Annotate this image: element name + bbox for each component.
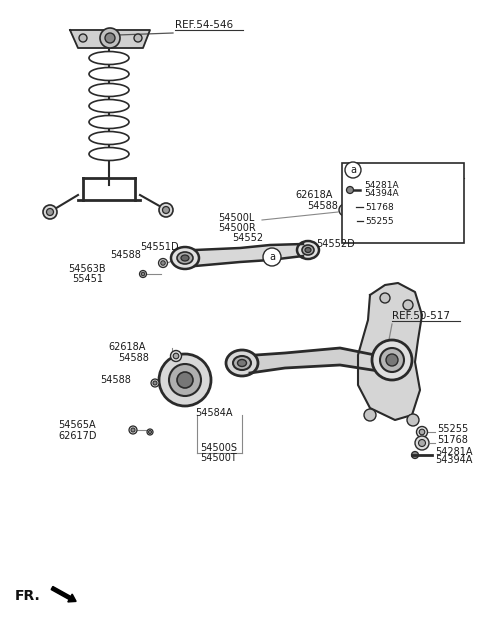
Circle shape xyxy=(347,204,353,210)
Circle shape xyxy=(161,261,165,265)
Text: REF.50-517: REF.50-517 xyxy=(392,311,450,321)
Circle shape xyxy=(364,409,376,421)
Text: 54551D: 54551D xyxy=(140,242,179,252)
Text: 54588: 54588 xyxy=(118,353,149,363)
Text: 54281A: 54281A xyxy=(364,181,398,191)
Circle shape xyxy=(129,426,137,434)
Circle shape xyxy=(263,248,281,266)
Circle shape xyxy=(79,34,87,42)
Ellipse shape xyxy=(89,68,129,80)
Text: 54281A: 54281A xyxy=(435,447,472,457)
Circle shape xyxy=(384,359,400,375)
Ellipse shape xyxy=(89,147,129,161)
Circle shape xyxy=(141,272,145,276)
Ellipse shape xyxy=(226,350,258,376)
Text: 55255: 55255 xyxy=(365,216,394,226)
FancyArrow shape xyxy=(51,586,76,602)
Circle shape xyxy=(417,426,428,438)
Polygon shape xyxy=(250,348,385,373)
Circle shape xyxy=(131,428,135,432)
Ellipse shape xyxy=(297,241,319,259)
Circle shape xyxy=(347,218,353,224)
Text: 54584A: 54584A xyxy=(195,408,232,418)
Circle shape xyxy=(345,162,361,178)
Text: 54565A: 54565A xyxy=(58,420,96,430)
Circle shape xyxy=(163,206,169,214)
Circle shape xyxy=(342,207,348,213)
Circle shape xyxy=(159,354,211,406)
Text: 62618A: 62618A xyxy=(295,190,332,200)
Circle shape xyxy=(380,348,404,372)
Circle shape xyxy=(147,429,153,435)
Ellipse shape xyxy=(238,359,247,367)
Text: REF.54-546: REF.54-546 xyxy=(175,20,233,30)
Text: a: a xyxy=(350,165,356,175)
Text: 55451: 55451 xyxy=(72,274,103,284)
Ellipse shape xyxy=(89,51,129,65)
Ellipse shape xyxy=(233,356,251,370)
Text: FR.: FR. xyxy=(15,589,41,603)
Circle shape xyxy=(153,381,157,385)
Text: 54500L: 54500L xyxy=(218,213,254,223)
Text: 54588: 54588 xyxy=(110,250,141,260)
Polygon shape xyxy=(358,283,422,420)
Circle shape xyxy=(343,214,357,228)
Circle shape xyxy=(407,414,419,426)
Circle shape xyxy=(173,353,179,359)
Circle shape xyxy=(169,364,201,396)
Text: 54552: 54552 xyxy=(232,233,263,243)
Circle shape xyxy=(411,451,419,458)
Polygon shape xyxy=(195,244,303,266)
Text: 51768: 51768 xyxy=(437,435,468,445)
Ellipse shape xyxy=(302,245,314,255)
Text: 54588: 54588 xyxy=(100,375,131,385)
Text: 55255: 55255 xyxy=(437,424,468,434)
Circle shape xyxy=(339,204,351,216)
Text: 54563B: 54563B xyxy=(68,264,106,274)
Text: 54500R: 54500R xyxy=(218,223,256,233)
Circle shape xyxy=(386,354,398,366)
Ellipse shape xyxy=(89,100,129,112)
Text: 54394A: 54394A xyxy=(435,455,472,465)
Circle shape xyxy=(43,205,57,219)
Text: 54500S: 54500S xyxy=(200,443,237,453)
Text: 54552D: 54552D xyxy=(316,239,355,249)
Ellipse shape xyxy=(89,115,129,129)
Circle shape xyxy=(419,429,425,435)
Text: a: a xyxy=(269,252,275,262)
Circle shape xyxy=(151,379,159,387)
Text: 54588: 54588 xyxy=(307,201,338,211)
Circle shape xyxy=(170,350,181,362)
Circle shape xyxy=(347,186,353,194)
Circle shape xyxy=(100,28,120,48)
Ellipse shape xyxy=(177,252,193,264)
Circle shape xyxy=(158,258,168,268)
Circle shape xyxy=(159,203,173,217)
Circle shape xyxy=(403,300,413,310)
Circle shape xyxy=(105,33,115,43)
Circle shape xyxy=(148,431,152,433)
Circle shape xyxy=(140,270,146,278)
Circle shape xyxy=(380,293,390,303)
Circle shape xyxy=(134,34,142,42)
Circle shape xyxy=(388,363,396,371)
Ellipse shape xyxy=(171,247,199,269)
Text: 51768: 51768 xyxy=(365,203,394,211)
Text: 62617D: 62617D xyxy=(58,431,96,441)
Text: 54394A: 54394A xyxy=(364,189,398,199)
Ellipse shape xyxy=(181,255,189,261)
Ellipse shape xyxy=(305,248,311,253)
Circle shape xyxy=(415,436,429,450)
Circle shape xyxy=(419,440,425,446)
Circle shape xyxy=(47,209,53,216)
Circle shape xyxy=(372,340,412,380)
Text: 62618A: 62618A xyxy=(108,342,145,352)
Polygon shape xyxy=(70,30,150,48)
Circle shape xyxy=(177,372,193,388)
Circle shape xyxy=(344,201,356,213)
Text: 54500T: 54500T xyxy=(200,453,237,463)
FancyBboxPatch shape xyxy=(342,163,464,243)
Ellipse shape xyxy=(89,132,129,144)
Ellipse shape xyxy=(89,83,129,97)
